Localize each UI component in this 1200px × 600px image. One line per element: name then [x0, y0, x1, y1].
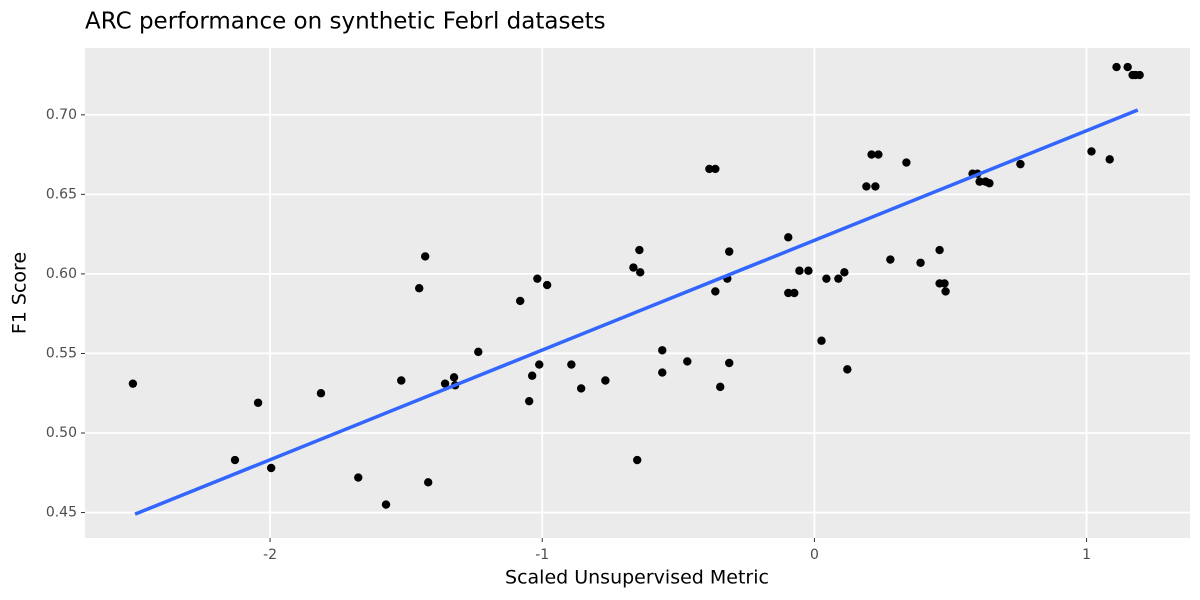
point — [128, 379, 138, 388]
point — [935, 245, 944, 255]
point — [381, 500, 391, 509]
panel — [85, 48, 1190, 538]
point — [804, 266, 813, 275]
point — [576, 384, 586, 393]
point — [474, 347, 483, 357]
point — [886, 255, 895, 264]
point — [795, 266, 804, 275]
point — [266, 463, 276, 473]
point — [834, 274, 843, 283]
point — [1016, 159, 1025, 169]
chart-title: ARC performance on synthetic Febrl datas… — [85, 9, 606, 35]
trend-line — [134, 108, 1139, 516]
point — [1135, 70, 1144, 80]
point — [230, 455, 240, 465]
y-tick-label: 0.45 — [46, 505, 77, 521]
point — [1087, 147, 1096, 156]
point — [716, 382, 725, 392]
point — [784, 233, 793, 242]
point — [542, 280, 552, 290]
point — [817, 336, 826, 345]
point — [1112, 62, 1121, 72]
point — [705, 164, 714, 174]
point — [658, 346, 667, 355]
point — [916, 258, 925, 267]
point — [601, 376, 610, 385]
point — [635, 245, 644, 255]
point — [902, 158, 911, 167]
point — [790, 288, 799, 298]
point — [397, 376, 406, 385]
point — [822, 274, 831, 283]
y-tick-label: 0.50 — [46, 425, 77, 441]
x-tick-label: -2 — [263, 547, 277, 563]
point — [867, 150, 876, 159]
point — [535, 360, 544, 369]
point — [862, 182, 871, 191]
point — [941, 287, 950, 296]
point — [985, 179, 994, 188]
point — [725, 358, 734, 368]
point — [316, 389, 326, 398]
point — [421, 252, 430, 261]
point — [567, 360, 576, 369]
point — [354, 473, 363, 482]
point — [424, 478, 433, 487]
point — [975, 177, 984, 186]
y-axis-label: F1 Score — [9, 252, 31, 334]
point — [874, 150, 883, 159]
point — [871, 182, 880, 191]
x-tick-label: -1 — [535, 547, 549, 563]
point — [711, 287, 720, 296]
point — [840, 268, 849, 277]
x-tick-label: 1 — [1082, 547, 1091, 563]
y-tick-label: 0.70 — [46, 107, 77, 123]
point — [440, 379, 450, 388]
point — [725, 247, 734, 256]
point — [515, 296, 525, 306]
point — [658, 368, 667, 377]
point — [415, 284, 424, 293]
point — [1105, 155, 1114, 164]
point — [843, 365, 852, 374]
point — [940, 279, 949, 288]
y-tick-label: 0.60 — [46, 266, 77, 282]
point — [533, 274, 542, 283]
point — [683, 357, 692, 366]
x-tick-label: 0 — [810, 547, 819, 563]
point — [633, 455, 642, 465]
y-tick-label: 0.55 — [46, 345, 77, 361]
y-tick-label: 0.65 — [46, 186, 77, 202]
point — [527, 371, 537, 380]
point — [636, 268, 645, 277]
point — [449, 373, 459, 382]
point — [711, 164, 720, 174]
point — [524, 396, 534, 406]
point — [253, 398, 263, 407]
x-axis-label: Scaled Unsupervised Metric — [505, 567, 769, 589]
point — [1123, 62, 1132, 72]
point — [629, 263, 638, 272]
point — [784, 288, 793, 298]
